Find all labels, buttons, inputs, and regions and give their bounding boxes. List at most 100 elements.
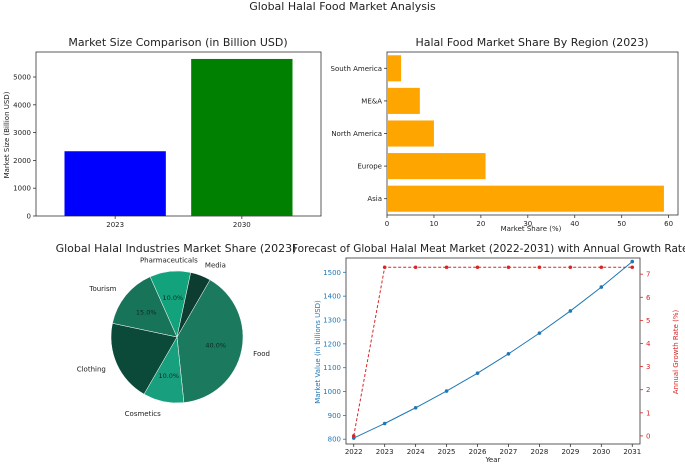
growth-rate-point: [444, 265, 449, 270]
x-tick-label: 0: [385, 220, 389, 228]
y-tick-label: Europe: [357, 163, 382, 171]
market-value-point: [444, 389, 449, 393]
chart4-xlabel: Year: [485, 456, 501, 464]
bar: [387, 153, 486, 180]
slice-label: Cosmetics: [125, 410, 161, 418]
y-tick-label: ME&A: [361, 97, 382, 105]
y-tick-label: 1300: [323, 317, 341, 325]
chart2-title: Halal Food Market Share By Region (2023): [415, 36, 648, 49]
bar: [387, 87, 420, 114]
market-value-point: [630, 259, 635, 264]
chart4-ylabel: Market Value (in billions USD): [314, 300, 322, 404]
chart1-title: Market Size Comparison (in Billion USD): [68, 36, 287, 49]
slice-pct-label: 40.0%: [205, 342, 226, 350]
market-value-point: [382, 421, 387, 426]
growth-rate-line: [353, 266, 633, 437]
y-tick-label: 0: [27, 213, 31, 221]
bar: [191, 58, 293, 216]
slice-label: Tourism: [88, 285, 116, 293]
y-tick-label: North America: [331, 130, 382, 138]
x-tick-label: 30: [523, 220, 532, 228]
y-tick-label: 1100: [323, 364, 341, 372]
y-tick-label: 2000: [13, 157, 31, 165]
x-tick-label: 40: [570, 220, 579, 228]
slice-pct-label: 15.0%: [136, 309, 157, 317]
y-tick-label: 1000: [323, 388, 341, 396]
y2-tick-label: 1: [646, 409, 650, 417]
x-tick-label: 2030: [592, 448, 610, 456]
market-value-point: [537, 331, 542, 335]
x-tick-label: 2025: [438, 448, 456, 456]
bar: [387, 120, 434, 147]
growth-rate-point: [506, 265, 511, 270]
bar: [387, 55, 402, 82]
y2-tick-label: 2: [646, 386, 650, 394]
y-tick-label: 800: [328, 436, 341, 444]
y-tick-label: 1200: [323, 340, 341, 348]
x-tick-label: 10: [429, 220, 438, 228]
chart4-title: Forecast of Global Halal Meat Market (20…: [292, 243, 685, 255]
y-tick-label: 5000: [13, 74, 31, 82]
slice-label: Pharmaceuticals: [140, 257, 198, 265]
y2-tick-label: 3: [646, 363, 650, 371]
y-tick-label: 1000: [13, 185, 31, 193]
y2-tick-label: 6: [646, 294, 651, 302]
y-tick-label: 1500: [323, 269, 341, 277]
growth-rate-point: [382, 265, 387, 270]
bar: [64, 151, 166, 216]
y2-tick-label: 5: [646, 317, 650, 325]
x-tick-label: 2030: [233, 221, 251, 229]
market-value-point: [413, 405, 418, 410]
growth-rate-point: [475, 265, 480, 270]
chart4-y2label: Annual Growth Rate (%): [672, 309, 680, 394]
y-tick-label: South America: [331, 65, 382, 73]
x-tick-label: 2031: [623, 448, 641, 456]
chart3-title: Global Halal Industries Market Share (20…: [56, 242, 297, 255]
x-tick-label: 2023: [376, 448, 394, 456]
y2-tick-label: 4: [646, 340, 651, 348]
market-value-point: [599, 285, 604, 289]
y-tick-label: 1400: [323, 293, 341, 301]
plot-frame: [345, 257, 641, 445]
x-tick-label: 2022: [345, 448, 363, 456]
pie-slice: [110, 322, 178, 395]
x-tick-label: 60: [664, 220, 673, 228]
y-tick-label: 3000: [13, 129, 31, 137]
x-tick-label: 2024: [407, 448, 425, 456]
x-tick-label: 2029: [561, 448, 579, 456]
x-tick-label: 2028: [531, 448, 549, 456]
slice-pct-label: 10.0%: [163, 294, 184, 302]
chart1-ylabel: Market Size (Billion USD): [3, 91, 11, 178]
slice-label: Media: [205, 261, 226, 269]
plot-frame: [35, 51, 322, 217]
market-value-point: [568, 309, 573, 313]
slice-label: Clothing: [77, 366, 106, 374]
y-tick-label: 4000: [13, 101, 31, 109]
x-tick-label: 2023: [106, 221, 124, 229]
pie-slice: [176, 279, 244, 403]
market-value-point: [475, 371, 480, 375]
x-tick-label: 50: [617, 220, 626, 228]
growth-rate-point: [537, 265, 542, 270]
market-value-line: [353, 261, 633, 439]
market-value-point: [506, 352, 511, 356]
growth-rate-point: [630, 265, 635, 270]
y-tick-label: 900: [328, 412, 341, 420]
x-tick-label: 2027: [500, 448, 518, 456]
x-tick-label: 20: [476, 220, 485, 228]
y2-tick-label: 0: [646, 432, 650, 440]
bar: [387, 185, 664, 212]
pie-slice: [112, 276, 178, 338]
pie-slice: [176, 272, 211, 338]
growth-rate-point: [599, 265, 604, 270]
x-tick-label: 2026: [469, 448, 487, 456]
slice-label: Food: [253, 350, 270, 358]
growth-rate-point: [413, 265, 418, 270]
growth-rate-point: [351, 434, 356, 438]
figure-suptitle: Global Halal Food Market Analysis: [249, 0, 436, 13]
